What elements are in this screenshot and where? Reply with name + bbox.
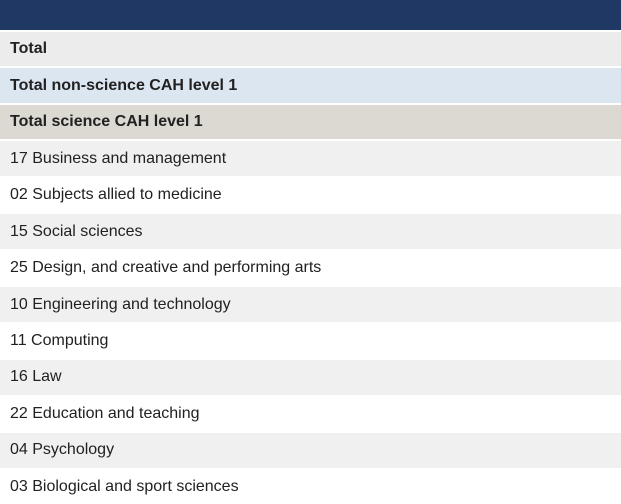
table-row: 16 Law — [0, 360, 621, 397]
row-label: Total non-science CAH level 1 — [10, 76, 238, 94]
table-row: 10 Engineering and technology — [0, 287, 621, 324]
table-row: 04 Psychology — [0, 433, 621, 470]
table-row: Total non-science CAH level 1 — [0, 68, 621, 105]
row-label: 16 Law — [10, 368, 62, 386]
row-label: 03 Biological and sport sciences — [10, 477, 239, 495]
row-label: 02 Subjects allied to medicine — [10, 186, 222, 204]
row-label: 11 Computing — [10, 331, 109, 349]
table-row: 03 Biological and sport sciences — [0, 469, 621, 504]
row-label: 22 Education and teaching — [10, 404, 200, 422]
table-row: Total — [0, 32, 621, 69]
table-row: 02 Subjects allied to medicine — [0, 177, 621, 215]
table-row: 22 Education and teaching — [0, 396, 621, 434]
table-row: Total science CAH level 1 — [0, 104, 621, 142]
row-label: Total — [10, 40, 48, 58]
row-label: 15 Social sciences — [10, 222, 143, 240]
table-row: 17 Business and management — [0, 141, 621, 178]
table-row: 11 Computing — [0, 323, 621, 361]
table-header-bar — [0, 0, 621, 32]
row-label: 25 Design, and creative and performing a… — [10, 259, 322, 277]
row-label: 17 Business and management — [10, 149, 227, 167]
table-body: Total Total non-science CAH level 1 Tota… — [0, 32, 621, 504]
row-label: 04 Psychology — [10, 441, 115, 459]
row-label: Total science CAH level 1 — [10, 113, 203, 131]
table-row: 15 Social sciences — [0, 214, 621, 251]
table-row: 25 Design, and creative and performing a… — [0, 250, 621, 288]
row-label: 10 Engineering and technology — [10, 295, 231, 313]
